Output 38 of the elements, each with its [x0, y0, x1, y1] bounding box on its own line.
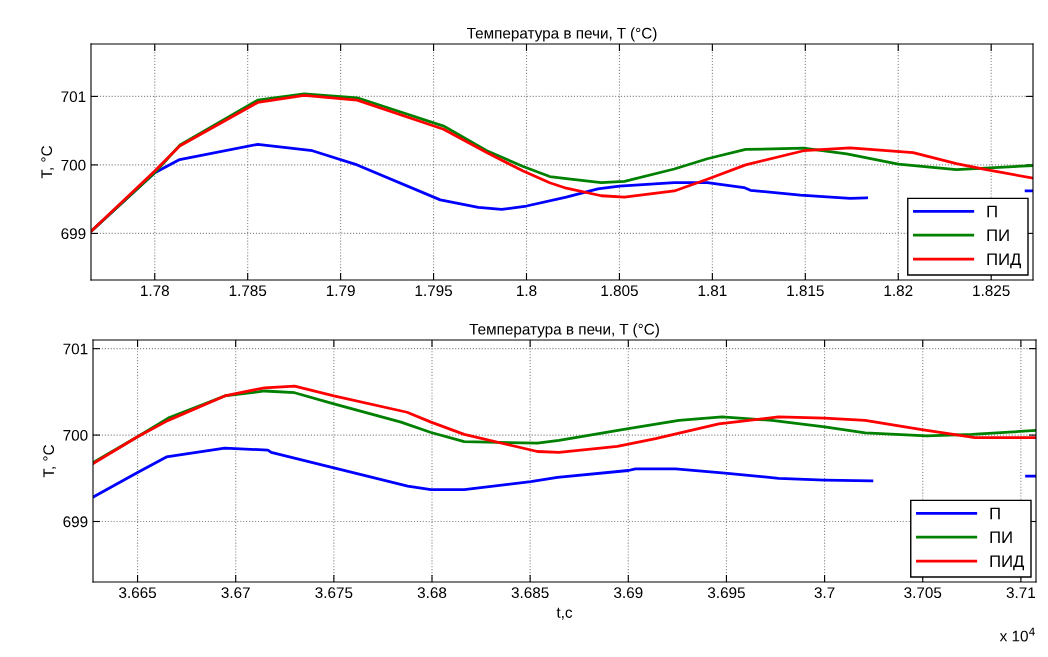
- legend-label: П: [990, 507, 1000, 520]
- y-axis-title: T, °C: [41, 145, 54, 179]
- y-tick-label: 701: [61, 91, 86, 103]
- x-tick-label: 1.8: [517, 285, 537, 297]
- x-tick-label: 3.685: [511, 587, 549, 599]
- x-tick-label: 3.71: [1006, 587, 1036, 599]
- x-tick-label: 1.82: [884, 285, 913, 297]
- x-tick-label: 3.7: [814, 587, 835, 599]
- x-tick-label: 3.69: [614, 587, 643, 599]
- chart-title: Температура в печи, T (°C): [469, 323, 659, 338]
- legend-label: ПИД: [987, 253, 1022, 269]
- x-tick-label: 1.825: [973, 285, 1010, 297]
- y-axis-title: T, °C: [43, 444, 56, 478]
- x-tick-label: 3.68: [417, 587, 447, 599]
- legend-label: ПИ: [987, 229, 1009, 242]
- x-tick-label: 1.805: [601, 285, 638, 297]
- x-tick-label: 1.815: [787, 285, 824, 297]
- x-tick-label: 1.795: [415, 285, 453, 297]
- y-tick-label: 699: [63, 516, 88, 528]
- x-tick-label: 3.675: [315, 587, 353, 599]
- legend-label: П: [987, 205, 997, 218]
- text: x 10$^{4}$: [999, 627, 1035, 642]
- y-tick-label: 700: [61, 159, 86, 171]
- x-axis-title: t,c: [556, 607, 573, 620]
- chart-title: Температура в печи, T (°C): [466, 27, 657, 42]
- x-tick-label: 1.785: [229, 285, 267, 297]
- y-tick-label: 699: [61, 228, 86, 240]
- x-tick-label: 1.79: [326, 285, 355, 297]
- y-tick-label: 700: [63, 429, 88, 441]
- x-tick-label: 3.695: [707, 587, 745, 599]
- x-tick-label: 3.67: [221, 587, 250, 599]
- x-tick-label: 1.78: [141, 285, 169, 297]
- x-tick-label: 3.665: [119, 587, 157, 599]
- legend-label: ПИД: [990, 555, 1025, 571]
- legend-label: ПИ: [990, 531, 1012, 544]
- x-tick-label: 3.705: [904, 587, 942, 599]
- y-tick-label: 701: [63, 343, 88, 355]
- x-tick-label: 1.81: [698, 285, 727, 297]
